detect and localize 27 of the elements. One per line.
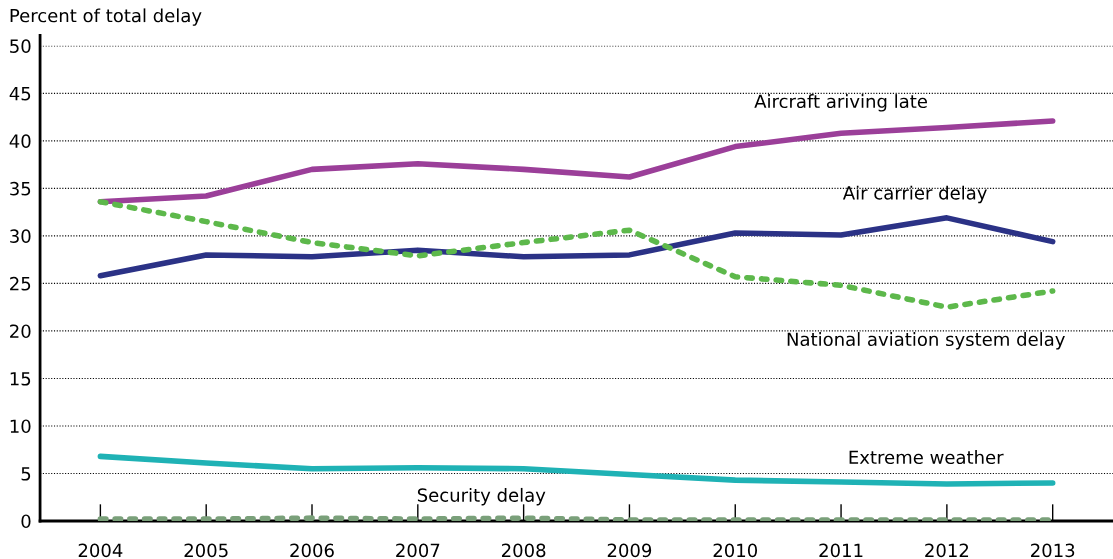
y-axis-title: Percent of total delay	[10, 8, 202, 26]
x-tick-label: 2007	[396, 543, 440, 558]
x-tick-label: 2004	[78, 543, 123, 558]
y-tick-label: 35	[10, 181, 31, 196]
text: National aviation system delay	[787, 332, 1065, 350]
y-tick-label: 5	[21, 467, 31, 481]
y-tick-label: 30	[10, 229, 31, 244]
x-tick-label: 2006	[290, 543, 334, 558]
y-tick-label: 15	[10, 372, 31, 386]
y-tick-label: 50	[10, 39, 31, 53]
series-label: Extreme weather	[849, 450, 1004, 465]
y-tick-label: 45	[9, 87, 31, 101]
x-tick-label: 2005	[184, 543, 228, 558]
x-tick-label: 2013	[1031, 543, 1075, 558]
series-label: Air carrier delay	[842, 185, 987, 204]
x-tick-label: 2011	[819, 543, 863, 558]
x-tick-label: 2008	[501, 543, 546, 558]
series-label: Security delay	[417, 487, 546, 506]
y-tick-label: 0	[21, 514, 31, 529]
y-tick-label: 25	[10, 276, 31, 291]
y-tick-label: 20	[10, 324, 31, 339]
x-tick-label: 2010	[713, 543, 758, 558]
series-label: Aircraft ariving late	[754, 94, 927, 112]
x-tick-label: 2012	[925, 543, 969, 558]
y-tick-label: 10	[10, 419, 31, 434]
y-tick-label: 40	[9, 134, 31, 148]
x-tick-label: 2009	[607, 543, 652, 558]
